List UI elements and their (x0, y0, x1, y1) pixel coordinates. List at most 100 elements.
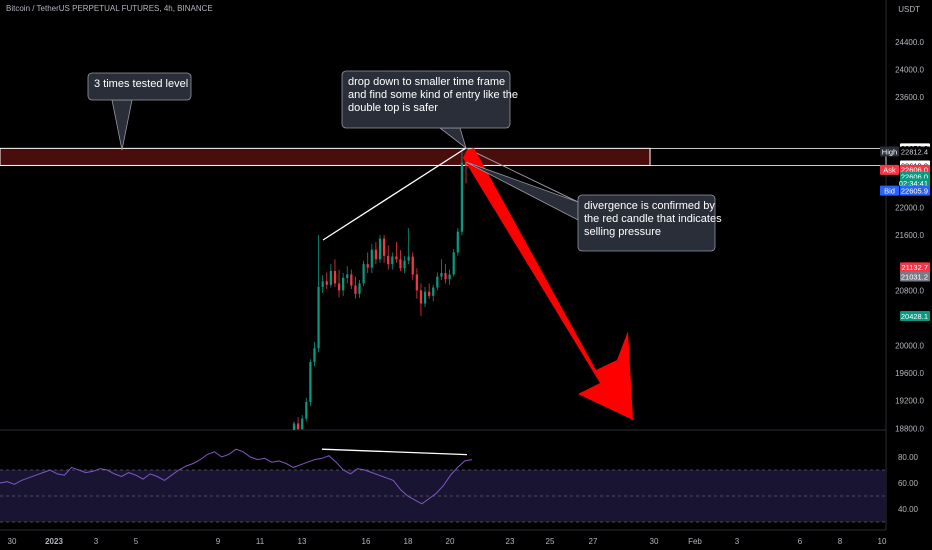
candle-body (321, 281, 324, 287)
candle (456, 228, 459, 256)
time-tick-label: 30 (650, 537, 659, 546)
callout-tail (438, 127, 467, 150)
price-axis[interactable]: 24400.0 24000.0 23600.0 22000.0 21600.0 20800… (895, 38, 924, 433)
candle-body (342, 277, 345, 291)
time-tick-label: 25 (546, 537, 555, 546)
time-tick-label: 5 (134, 537, 139, 546)
candle-body (436, 276, 439, 288)
candle (309, 359, 312, 407)
callout-line: selling pressure (584, 226, 661, 238)
candle (387, 245, 390, 270)
price-tick-label: 23600.0 (895, 93, 924, 102)
rsi-tick-label: 60.00 (898, 479, 919, 488)
divergence-price-line (322, 147, 467, 241)
callouts: 3 times tested level drop down to smaller… (87, 70, 722, 252)
price-tag-bg (900, 271, 930, 282)
candle-body (296, 423, 300, 429)
candle-body (309, 362, 312, 403)
price-tag-label: High (882, 147, 897, 156)
candle-body (444, 273, 447, 280)
candle (342, 273, 345, 296)
price-tag-value: 20428.1 (901, 312, 928, 321)
time-tick-label: 2023 (45, 537, 63, 546)
price-tick-label: 21600.0 (895, 231, 924, 240)
price-tag: 22605.9 Bid (880, 185, 930, 196)
price-tag-value: 02:34:41 (899, 179, 928, 188)
candle-body (378, 238, 382, 260)
candle (460, 148, 464, 236)
candle-body (346, 274, 349, 278)
candle (432, 284, 435, 302)
candle (321, 275, 324, 294)
candle (440, 259, 443, 280)
price-tag-bg (900, 185, 930, 196)
candle-body (329, 271, 332, 285)
time-tick-label: 9 (216, 537, 221, 546)
candle (399, 250, 402, 272)
candle (403, 255, 406, 274)
price-tag-bg (900, 146, 930, 157)
rsi-line (0, 448, 473, 505)
price-tick-label: 20800.0 (895, 286, 924, 295)
candle-body (391, 256, 394, 265)
candle-body (313, 348, 316, 363)
candle (444, 264, 447, 284)
candle-body (428, 291, 431, 296)
callout-box (341, 70, 511, 129)
drop-arrow (463, 148, 633, 420)
candle-body (440, 273, 443, 277)
time-tick-label: 20 (446, 537, 455, 546)
callout-line: the red candle that indicates (584, 213, 722, 225)
price-tag: 21132.7 (900, 262, 930, 273)
candle-body (415, 274, 418, 291)
callout-line: 3 times tested level (94, 78, 188, 90)
price-tag: 21031.2 (900, 271, 930, 282)
candle-body (337, 283, 341, 291)
candle (350, 269, 353, 289)
candle-body (366, 264, 369, 268)
candle (358, 279, 361, 298)
callout: 3 times tested level (87, 72, 192, 151)
candle-body (403, 260, 406, 269)
candle (391, 252, 394, 270)
callout-box (577, 194, 716, 252)
candle-body (382, 238, 386, 256)
candle (464, 159, 468, 184)
candle (301, 415, 304, 430)
price-tick-label: 22000.0 (895, 204, 924, 213)
time-tick-label: 10 (878, 537, 887, 546)
candle (374, 242, 378, 265)
time-tick-label: 13 (298, 537, 307, 546)
candle-body (432, 287, 435, 296)
candle (354, 276, 357, 299)
price-tag-bg (900, 310, 930, 321)
time-tick-label: 30 (8, 537, 17, 546)
price-tick-label: 18800.0 (895, 424, 924, 433)
candle (292, 421, 296, 430)
rsi-pane (0, 448, 886, 523)
candle-body (399, 259, 402, 269)
time-axis[interactable]: 30 2023 3 5 9 11 13 16 18 20 23 25 27 30 Feb 3 6 8 10 (8, 537, 887, 546)
candle-body (333, 271, 337, 284)
price-tags: 22858.022812.4High22610.022606.0Ask22606… (880, 143, 930, 321)
candles (292, 148, 468, 430)
candle (296, 417, 300, 430)
candle-body (325, 281, 328, 285)
candle (411, 252, 414, 280)
callout-line: double top is safer (348, 102, 438, 114)
candle-body (460, 162, 464, 232)
symbol-title: Bitcoin / TetherUS PERPETUAL FUTURES, 4h… (6, 4, 213, 13)
candle-body (374, 249, 378, 260)
price-tag-value: 22606.0 (901, 173, 928, 182)
time-tick-label: 18 (404, 537, 413, 546)
candle (407, 228, 410, 265)
price-tag: 22812.4 High (880, 146, 930, 157)
callout-tail (465, 161, 579, 221)
resistance-zone[interactable] (0, 147, 887, 166)
candle (395, 242, 398, 263)
price-tick-label: 24400.0 (895, 38, 924, 47)
candle (346, 266, 349, 284)
candle-body (362, 264, 365, 284)
